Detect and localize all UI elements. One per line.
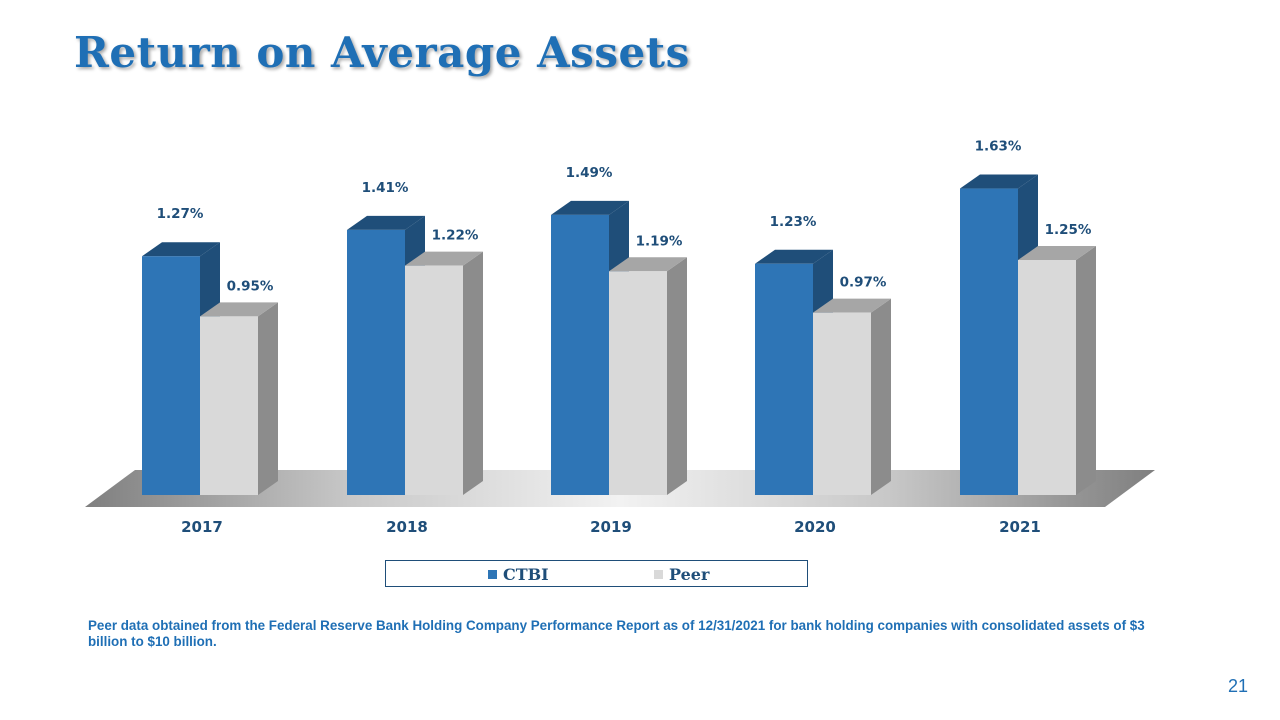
bar-side bbox=[258, 302, 278, 495]
x-tick-label-2018: 2018 bbox=[386, 518, 428, 536]
bar-peer-2018 bbox=[405, 251, 483, 495]
bar-top bbox=[1018, 246, 1096, 260]
legend-item-ctbi: CTBI bbox=[488, 565, 549, 584]
bar-side bbox=[1076, 246, 1096, 495]
bar-side bbox=[667, 257, 687, 495]
x-tick-label-2021: 2021 bbox=[999, 518, 1041, 536]
bar-top bbox=[813, 298, 891, 313]
bar-peer-2021 bbox=[1018, 246, 1096, 495]
bar-front bbox=[405, 265, 463, 495]
footnote: Peer data obtained from the Federal Rese… bbox=[88, 618, 1145, 649]
roaa-chart: 1.27% 0.95% 1.41% 1.22% 1.49% 1.19% 1.23% 0.97%… bbox=[85, 139, 1155, 536]
bar-front bbox=[551, 214, 609, 495]
bar-front bbox=[609, 271, 667, 495]
data-label-peer-2020: 0.97% bbox=[840, 275, 887, 291]
data-label-peer-2021: 1.25% bbox=[1045, 222, 1092, 238]
bar-front bbox=[1018, 260, 1076, 495]
bar-top bbox=[609, 257, 687, 272]
bar-top bbox=[347, 215, 425, 230]
bar-peer-2020 bbox=[813, 298, 891, 495]
chart-legend: CTBI Peer bbox=[385, 560, 808, 587]
data-label-ctbi-2019: 1.49% bbox=[566, 165, 613, 181]
bar-front bbox=[142, 256, 200, 495]
bar-top bbox=[405, 251, 483, 266]
legend-label-ctbi: CTBI bbox=[503, 565, 549, 584]
page-number: 21 bbox=[1228, 676, 1249, 696]
bar-front bbox=[813, 312, 871, 495]
bar-top bbox=[142, 242, 220, 257]
bar-top bbox=[200, 302, 278, 317]
bar-top bbox=[755, 249, 833, 264]
bar-top bbox=[551, 200, 629, 215]
legend-swatch-peer bbox=[654, 570, 663, 579]
bar-peer-2019 bbox=[609, 257, 687, 495]
x-tick-label-2019: 2019 bbox=[590, 518, 632, 536]
bar-peer-2017 bbox=[200, 302, 278, 495]
data-label-ctbi-2018: 1.41% bbox=[362, 180, 409, 196]
data-label-peer-2017: 0.95% bbox=[227, 278, 274, 294]
slide-title: Return on Average Assets bbox=[74, 28, 690, 77]
bar-side bbox=[463, 251, 483, 495]
x-tick-label-2020: 2020 bbox=[794, 518, 836, 536]
bar-front bbox=[347, 229, 405, 496]
chart-bars: 1.27% 0.95% 1.41% 1.22% 1.49% 1.19% 1.23% 0.97%… bbox=[142, 139, 1096, 496]
data-label-peer-2018: 1.22% bbox=[432, 228, 479, 244]
legend-swatch-ctbi bbox=[488, 570, 497, 579]
legend-label-peer: Peer bbox=[669, 565, 710, 584]
x-axis-labels: 2017 2018 2019 2020 2021 bbox=[181, 518, 1041, 536]
bar-front bbox=[960, 188, 1018, 495]
x-tick-label-2017: 2017 bbox=[181, 518, 223, 536]
bar-front bbox=[755, 263, 813, 495]
data-label-ctbi-2020: 1.23% bbox=[770, 214, 817, 230]
legend-item-peer: Peer bbox=[654, 565, 709, 584]
data-label-ctbi-2021: 1.63% bbox=[975, 139, 1022, 155]
bar-front bbox=[200, 316, 258, 495]
data-label-peer-2019: 1.19% bbox=[636, 233, 683, 249]
data-label-ctbi-2017: 1.27% bbox=[157, 206, 204, 222]
bar-side bbox=[871, 298, 891, 495]
bar-top bbox=[960, 174, 1038, 189]
